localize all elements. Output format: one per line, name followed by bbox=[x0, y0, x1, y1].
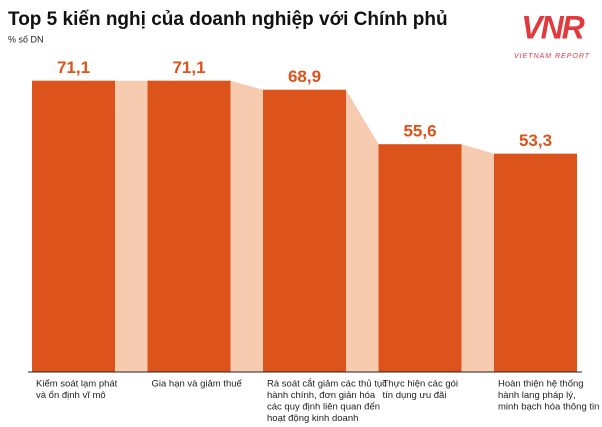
x-tick-label: và ổn định vĩ mô bbox=[36, 390, 106, 401]
x-tick-label: tín dụng ưu đãi bbox=[383, 390, 447, 401]
bar bbox=[494, 153, 577, 372]
logo-tagline: VIETNAM REPORT bbox=[514, 53, 590, 60]
x-tick-label: hoạt động kinh doanh bbox=[267, 413, 358, 424]
x-tick-label: Hoàn thiện hệ thống bbox=[498, 379, 584, 390]
value-label: 55,6 bbox=[403, 122, 436, 141]
x-tick-label: hành lang pháp lý, bbox=[498, 390, 576, 401]
x-tick-label: Thực hiện các gói bbox=[383, 379, 459, 390]
x-tick-label: các quy định liên quan đến bbox=[267, 402, 380, 413]
value-label: 68,9 bbox=[288, 67, 321, 86]
value-label: 53,3 bbox=[519, 131, 552, 150]
connector bbox=[115, 80, 148, 372]
bar bbox=[378, 144, 462, 372]
connector bbox=[346, 89, 379, 372]
x-tick-label: hành chính, đơn giản hóa bbox=[267, 390, 376, 401]
x-tick-label: Rà soát cắt giảm các thủ tục bbox=[267, 379, 387, 390]
bar bbox=[32, 80, 115, 372]
bar bbox=[147, 80, 231, 372]
chart-subtitle: % số DN bbox=[8, 34, 44, 44]
value-label: 71,1 bbox=[57, 58, 90, 77]
bar bbox=[263, 89, 346, 372]
chart-title: Top 5 kiến nghị của doanh nghiệp với Chí… bbox=[8, 9, 448, 30]
x-tick-label: Kiểm soát lạm phát bbox=[36, 379, 118, 390]
value-label: 71,1 bbox=[172, 58, 205, 77]
x-tick-label: minh bạch hóa thông tin bbox=[498, 402, 599, 413]
connector bbox=[230, 80, 263, 372]
x-tick-label: Gia hạn và giảm thuế bbox=[152, 379, 243, 390]
logo-mark: VNR bbox=[521, 9, 584, 45]
connector bbox=[461, 144, 494, 372]
